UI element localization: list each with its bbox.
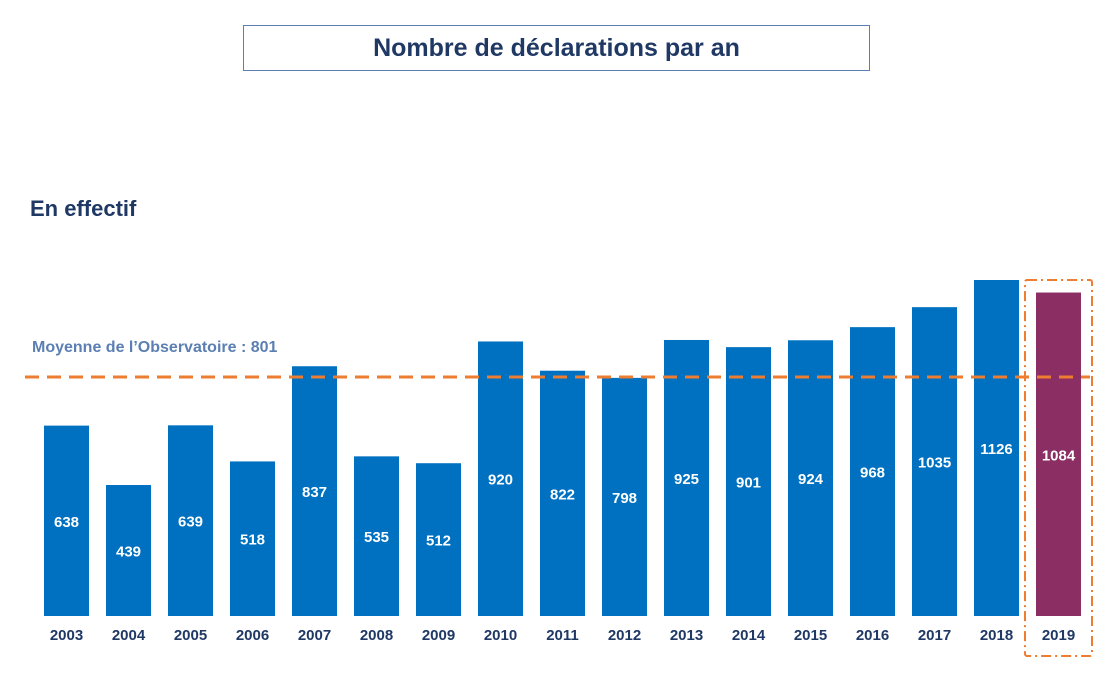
- value-label-2012: 798: [612, 490, 637, 507]
- bar-2016: [850, 327, 895, 616]
- value-label-2008: 535: [364, 529, 389, 546]
- bar-2003: [44, 425, 89, 616]
- bar-2012: [602, 377, 647, 616]
- value-label-2015: 924: [798, 471, 824, 488]
- bar-2014: [726, 347, 771, 616]
- bar-2017: [912, 307, 957, 616]
- value-label-2009: 512: [426, 533, 451, 550]
- bar-2005: [168, 425, 213, 616]
- value-label-2004: 439: [116, 544, 141, 561]
- value-label-2016: 968: [860, 465, 885, 482]
- x-tick-2003: 2003: [50, 627, 83, 644]
- value-label-2014: 901: [736, 475, 761, 492]
- value-label-2003: 638: [54, 514, 79, 531]
- x-tick-2013: 2013: [670, 627, 703, 644]
- x-tick-2011: 2011: [546, 627, 579, 644]
- bar-2009: [416, 463, 461, 616]
- value-labels-group: 638 439 639 518 837 535 512 920 822 798 925 901 924 9…: [54, 441, 1076, 561]
- x-tick-labels-group: 2003 2004 2005 2006 2007 2008 2009 2010 2011 2012…: [50, 627, 1075, 644]
- value-label-2006: 518: [240, 532, 265, 549]
- x-tick-2012: 2012: [608, 627, 641, 644]
- bar-2010: [478, 341, 523, 616]
- value-label-2005: 639: [178, 514, 203, 531]
- x-tick-2007: 2007: [298, 627, 331, 644]
- x-tick-2018: 2018: [980, 627, 1013, 644]
- value-label-2013: 925: [674, 471, 699, 488]
- x-tick-2009: 2009: [422, 627, 455, 644]
- x-tick-2019: 2019: [1042, 627, 1075, 644]
- x-tick-2006: 2006: [236, 627, 269, 644]
- bar-2019: [1036, 292, 1081, 616]
- x-tick-2014: 2014: [732, 627, 766, 644]
- value-label-2019: 1084: [1042, 447, 1076, 464]
- x-tick-2010: 2010: [484, 627, 517, 644]
- bar-2008: [354, 456, 399, 616]
- value-label-2018: 1126: [980, 441, 1013, 458]
- bar-2018: [974, 280, 1019, 616]
- x-tick-2016: 2016: [856, 627, 889, 644]
- chart-subtitle: En effectif: [30, 196, 137, 221]
- value-label-2011: 822: [550, 486, 575, 503]
- x-tick-2015: 2015: [794, 627, 827, 644]
- value-label-2010: 920: [488, 472, 513, 489]
- value-label-2007: 837: [302, 484, 327, 501]
- bar-2011: [540, 370, 585, 616]
- bar-2015: [788, 340, 833, 616]
- x-tick-2017: 2017: [918, 627, 951, 644]
- bar-2004: [106, 485, 151, 616]
- value-label-2017: 1035: [918, 455, 951, 472]
- chart-title: Nombre de déclarations par an: [373, 33, 740, 62]
- bar-2013: [664, 339, 709, 616]
- bar-2006: [230, 461, 275, 616]
- average-label: Moyenne de l’Observatoire : 801: [32, 339, 278, 356]
- x-tick-2004: 2004: [112, 627, 146, 644]
- x-tick-2008: 2008: [360, 627, 393, 644]
- chart-title-box: Nombre de déclarations par an: [243, 25, 870, 71]
- x-tick-2005: 2005: [174, 627, 207, 644]
- bars-group: [44, 280, 1081, 616]
- bar-2007: [292, 366, 337, 616]
